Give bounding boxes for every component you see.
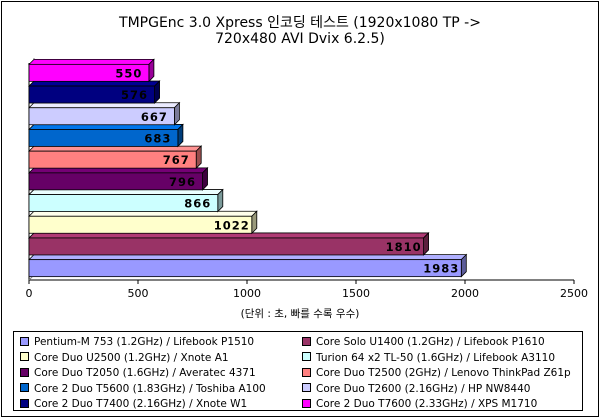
legend-swatch: [20, 398, 29, 408]
legend-item: Core Duo T2500 (2GHz) / Lenovo ThinkPad …: [302, 365, 571, 381]
bar-data-label: 683: [144, 131, 171, 145]
legend-item: Core 2 Duo T7400 (2.16GHz) / Xnote W1: [20, 396, 247, 412]
legend-item: Core Duo U2500 (1.2GHz) / Xnote A1: [20, 350, 229, 366]
bar-top-face: [28, 210, 258, 217]
legend-swatch: [20, 336, 29, 346]
bar-top-face: [28, 102, 181, 109]
legend-item: Core Solo U1400 (1.2GHz) / Lifebook P161…: [302, 334, 545, 350]
legend-item: Core 2 Duo T5600 (1.83GHz) / Toshiba A10…: [20, 381, 266, 397]
bar-top-face: [28, 167, 209, 174]
legend-swatch: [302, 352, 311, 361]
x-tick-label: 0: [26, 287, 33, 300]
bar: [28, 129, 179, 147]
bar: [28, 107, 175, 126]
bar-data-label: 1983: [423, 262, 459, 276]
x-tick-label: 500: [128, 287, 149, 300]
bar-top-face: [28, 124, 184, 130]
bar: [28, 85, 155, 104]
x-tick-label: 1500: [342, 287, 370, 300]
x-tick-label: 2000: [451, 287, 479, 300]
x-axis-label: (단위 : 초, 빠를 수록 우수): [241, 307, 360, 320]
x-tick-label: 1000: [233, 287, 261, 300]
bar-data-label: 576: [121, 88, 148, 102]
legend-label: Turion 64 x2 TL-50 (1.6GHz) / Lifebook A…: [316, 351, 556, 364]
bar-top-face: [28, 189, 224, 195]
legend-label: Core 2 Duo T7400 (2.16GHz) / Xnote W1: [34, 398, 248, 410]
legend-label: Core 2 Duo T5600 (1.83GHz) / Toshiba A10…: [34, 382, 266, 395]
x-tick-label: 2500: [560, 287, 588, 300]
bar-top-face: [28, 80, 161, 87]
bar-top-face: [28, 58, 155, 65]
legend-label: Core Duo T2600 (2.16GHz) / HP NW8440: [316, 382, 531, 395]
bar: [28, 259, 462, 278]
legend-swatch: [302, 383, 311, 392]
legend-label: Core Solo U1400 (1.2GHz) / Lifebook P161…: [316, 336, 545, 348]
bar-top-face: [28, 145, 203, 152]
legend-label: Core Duo T2500 (2GHz) / Lenovo ThinkPad …: [316, 367, 571, 379]
bar-data-label: 767: [163, 153, 190, 167]
plot-top-wall: [29, 58, 579, 63]
bar-data-label: 866: [184, 197, 211, 211]
legend: Pentium-M 753 (1.2GHz) / Lifebook P1510 C…: [13, 331, 583, 411]
legend-label: Core Duo T2050 (1.6GHz) / Averatec 4371: [34, 367, 256, 379]
bar-data-label: 550: [115, 66, 142, 80]
legend-item: Pentium-M 753 (1.2GHz) / Lifebook P1510: [20, 334, 254, 350]
bar-data-label: 1810: [386, 240, 422, 254]
bar-data-label: 1022: [214, 218, 250, 232]
legend-swatch: [20, 383, 29, 392]
legend-swatch: [302, 336, 311, 346]
chart-title: TMPGEnc 3.0 Xpress 인코딩 테스트 (1920x1080 TP…: [119, 15, 481, 31]
legend-swatch: [302, 398, 311, 408]
legend-item: Core Duo T2600 (2.16GHz) / HP NW8440: [302, 381, 530, 397]
bar-top-face: [28, 232, 430, 239]
bar: [28, 194, 219, 212]
chart-subtitle: 720x480 AVI Dvix 6.2.5): [215, 31, 385, 47]
bar-data-label: 796: [169, 175, 196, 189]
bar: [28, 237, 424, 256]
bar: [28, 150, 197, 169]
bar-data-label: 667: [141, 110, 168, 124]
bar-top-face: [28, 254, 468, 261]
bar: [28, 172, 203, 191]
legend-item: Core Duo T2050 (1.6GHz) / Averatec 4371: [20, 365, 256, 381]
legend-item: Turion 64 x2 TL-50 (1.6GHz) / Lifebook A…: [302, 350, 555, 366]
legend-swatch: [20, 367, 29, 377]
legend-label: Core Duo U2500 (1.2GHz) / Xnote A1: [34, 351, 229, 364]
legend-label: Core 2 Duo T7600 (2.33GHz) / XPS M1710: [316, 398, 538, 410]
bar: [28, 63, 150, 82]
legend-label: Pentium-M 753 (1.2GHz) / Lifebook P1510: [34, 336, 255, 348]
legend-swatch: [20, 352, 29, 361]
bar: [28, 215, 253, 234]
legend-item: Core 2 Duo T7600 (2.33GHz) / XPS M1710: [302, 396, 537, 412]
legend-swatch: [302, 367, 311, 377]
